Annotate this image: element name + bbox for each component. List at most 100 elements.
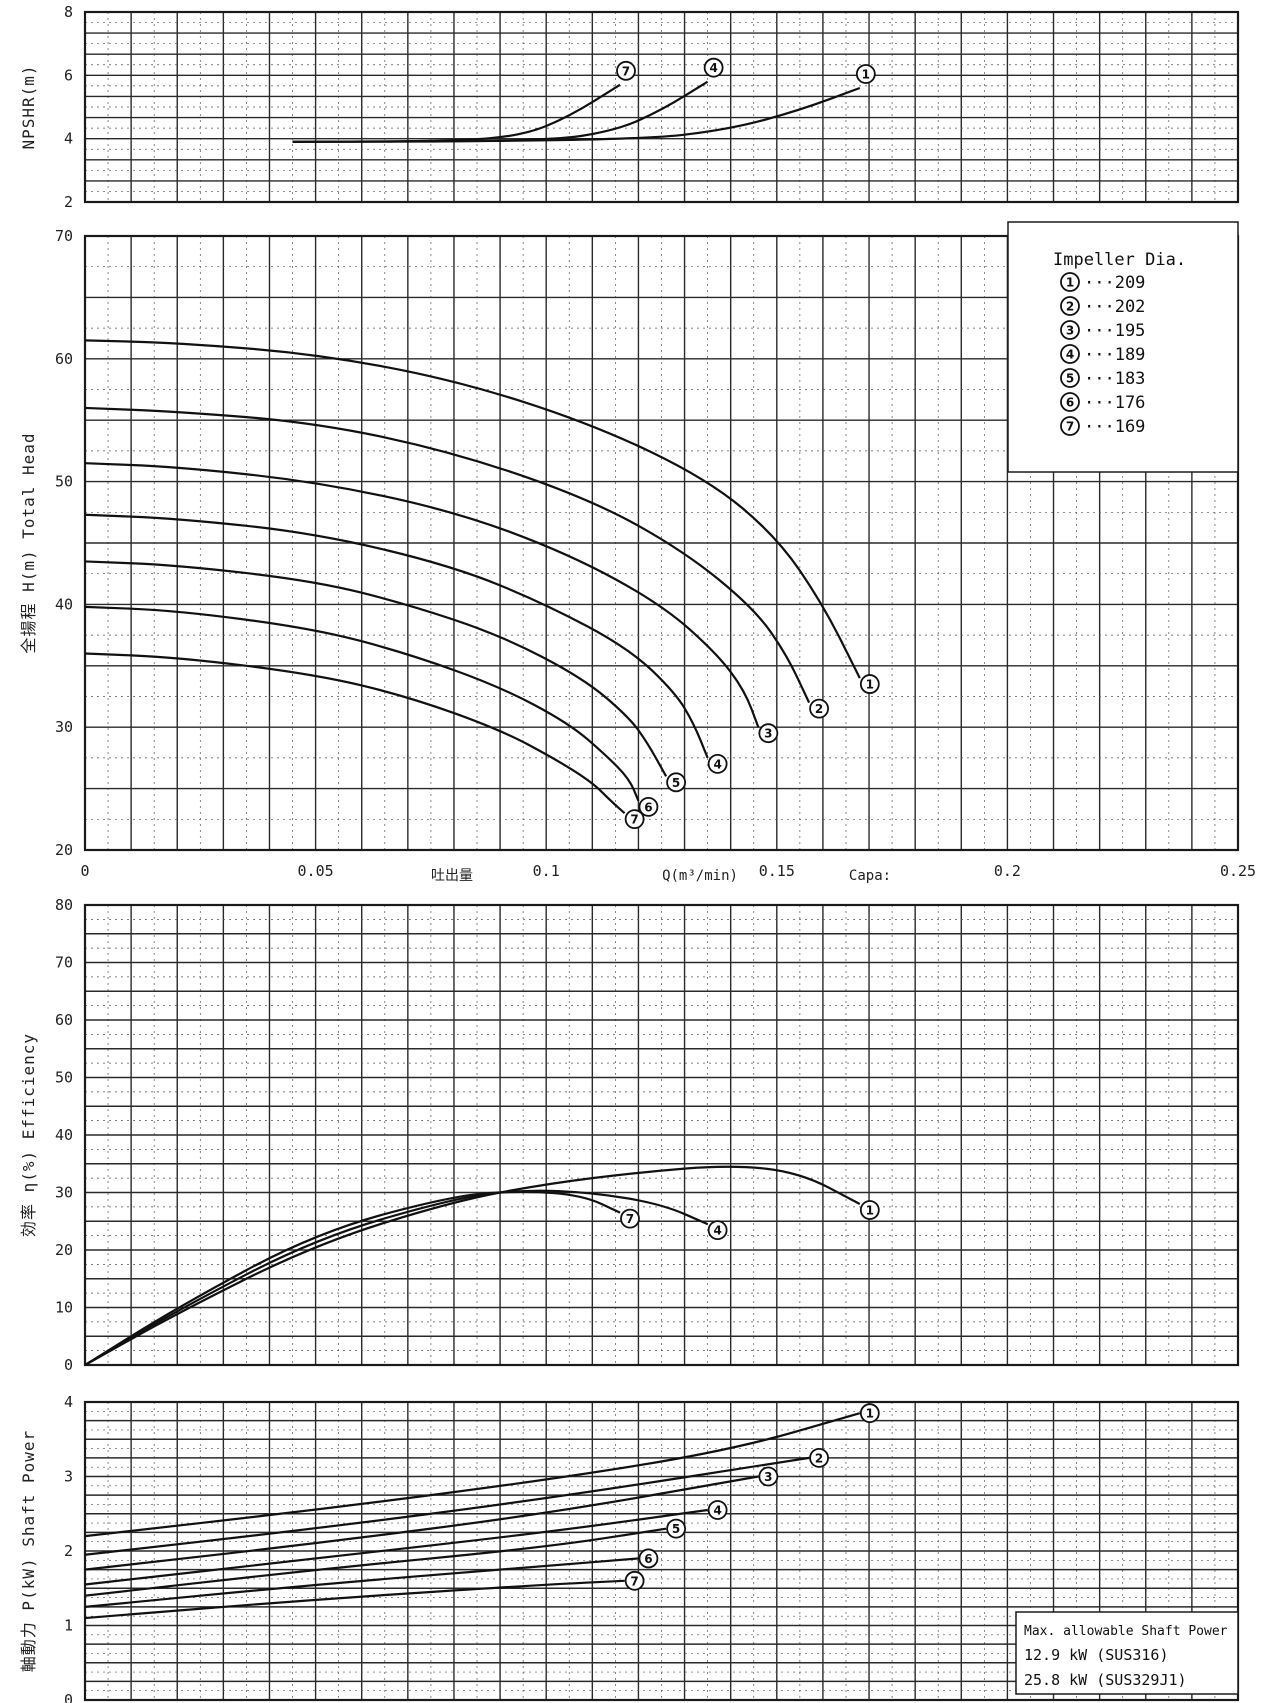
- head-xlabel-en: Capa:: [849, 868, 891, 884]
- legend-value-3: ···195: [1084, 321, 1145, 341]
- note-title: Max. allowable Shaft Power: [1024, 1624, 1228, 1639]
- svg-text:3: 3: [764, 727, 772, 741]
- svg-text:1: 1: [866, 1407, 874, 1421]
- power-curve-7: [84, 1579, 625, 1620]
- head-curve-mark-3: 3: [758, 723, 779, 744]
- power-ytick-1: 1: [64, 1617, 73, 1635]
- svg-text:3: 3: [764, 1470, 772, 1484]
- head-curve-mark-5: 5: [666, 772, 687, 793]
- grid-layer: [83, 10, 1240, 1702]
- npshr-ytick-0: 2: [64, 193, 73, 211]
- svg-text:4: 4: [713, 1504, 721, 1518]
- legend-item-1: 1 ···209: [1060, 272, 1145, 293]
- efficiency-ytick-2: 20: [55, 1241, 73, 1259]
- legend-item-5: 5 ···183: [1060, 368, 1145, 389]
- head-xtick-5: 0.25: [1220, 862, 1256, 880]
- legend-mark-1: 1: [1060, 272, 1080, 292]
- power-curve-6: [84, 1557, 639, 1608]
- power-ytick-4: 4: [64, 1393, 73, 1411]
- svg-text:7: 7: [1066, 420, 1074, 434]
- efficiency-curve-7: [84, 1190, 621, 1366]
- head-ytick-4: 60: [55, 350, 73, 368]
- svg-text:4: 4: [713, 757, 721, 771]
- head-curve-3: [84, 462, 760, 728]
- efficiency-curve-mark-7: 7: [620, 1208, 640, 1229]
- power-curve-mark-3: 3: [758, 1466, 779, 1487]
- head-xlabel-unit: Q(m³/min): [662, 868, 738, 884]
- head-ytick-0: 20: [55, 841, 73, 859]
- power-ytick-0: 0: [64, 1691, 73, 1703]
- svg-text:2: 2: [1066, 300, 1074, 314]
- efficiency-ytick-0: 0: [64, 1356, 73, 1374]
- efficiency-ytick-3: 30: [55, 1184, 73, 1202]
- legend-value-1: ···209: [1084, 273, 1145, 293]
- legend-item-7: 7 ···169: [1060, 416, 1145, 437]
- power-curve-3: [84, 1475, 759, 1571]
- legend-mark-2: 2: [1060, 296, 1080, 316]
- head-xtick-4: 0.2: [994, 862, 1021, 880]
- svg-text:5: 5: [672, 776, 680, 790]
- efficiency-curve-mark-1: 1: [859, 1200, 880, 1220]
- efficiency-ylabel: 効率 η(%) Efficiency: [19, 1033, 38, 1237]
- efficiency-curve-mark-4: 4: [707, 1220, 728, 1241]
- legend-item-6: 6 ···176: [1060, 392, 1145, 413]
- efficiency-ytick-5: 50: [55, 1069, 73, 1087]
- svg-text:4: 4: [709, 61, 717, 75]
- efficiency-curve-4: [84, 1189, 709, 1366]
- legend-value-7: ···169: [1084, 417, 1145, 437]
- head-curve-6: [84, 605, 640, 802]
- efficiency-ytick-8: 80: [55, 896, 73, 914]
- efficiency-ytick-6: 60: [55, 1011, 73, 1029]
- efficiency-grid: [83, 903, 1240, 1367]
- head-curve-mark-2: 2: [809, 698, 829, 719]
- svg-text:1: 1: [1066, 276, 1074, 290]
- power-ylabel: 軸動力 P(kW) Shaft Power: [19, 1430, 38, 1672]
- npshr-curve-mark-7: 7: [616, 60, 636, 81]
- head-xtick-1: 0.05: [298, 862, 334, 880]
- npshr-curve-mark-4: 4: [703, 57, 724, 78]
- power-curve-1: [84, 1412, 861, 1538]
- svg-text:1: 1: [866, 678, 874, 692]
- legend-value-2: ···202: [1084, 297, 1145, 317]
- svg-text:6: 6: [1066, 396, 1074, 410]
- head-curve-5: [84, 560, 668, 777]
- head-curve-mark-7: 7: [624, 809, 645, 830]
- note-line-2: 25.8 kW (SUS329J1): [1024, 1671, 1187, 1689]
- npshr-curve-mark-1: 1: [855, 64, 876, 84]
- legend-mark-7: 7: [1060, 416, 1080, 436]
- head-curve-mark-6: 6: [638, 796, 659, 817]
- efficiency-ytick-7: 70: [55, 954, 73, 972]
- head-curve-1: [84, 339, 861, 679]
- power-curve-mark-7: 7: [624, 1570, 645, 1591]
- power-ytick-3: 3: [64, 1468, 73, 1486]
- head-curve-mark-1: 1: [859, 674, 880, 694]
- power-curve-4: [84, 1508, 708, 1586]
- head-xtick-2: 0.1: [533, 862, 560, 880]
- npshr-ylabel: NPSHR(m): [19, 64, 38, 149]
- npshr-ytick-2: 6: [64, 66, 73, 84]
- svg-text:3: 3: [1066, 324, 1074, 338]
- legend-items: 1 ···209 2 ···202 3 ···195 4 ···189 5 ···183 6 ···1…: [1060, 272, 1145, 437]
- svg-text:4: 4: [1066, 348, 1074, 362]
- legend-mark-4: 4: [1060, 344, 1080, 364]
- legend-item-2: 2 ···202: [1060, 296, 1145, 317]
- svg-text:5: 5: [1066, 372, 1074, 386]
- head-ytick-2: 40: [55, 595, 73, 613]
- power-curve-mark-2: 2: [809, 1447, 829, 1468]
- npshr-ytick-3: 8: [64, 3, 73, 21]
- svg-text:7: 7: [630, 1574, 638, 1588]
- legend-value-4: ···189: [1084, 345, 1145, 365]
- legend-mark-5: 5: [1060, 368, 1080, 388]
- power-curve-2: [84, 1456, 810, 1556]
- power-curve-mark-6: 6: [638, 1548, 659, 1569]
- power-ytick-2: 2: [64, 1542, 73, 1560]
- svg-text:4: 4: [713, 1224, 721, 1238]
- legend-value-5: ···183: [1084, 369, 1145, 389]
- npshr-curve-7: [292, 83, 621, 143]
- head-ytick-5: 70: [55, 227, 73, 245]
- svg-text:2: 2: [815, 702, 823, 716]
- power-curve-mark-1: 1: [859, 1403, 880, 1424]
- head-xlabel-jp: 吐出量: [431, 868, 473, 884]
